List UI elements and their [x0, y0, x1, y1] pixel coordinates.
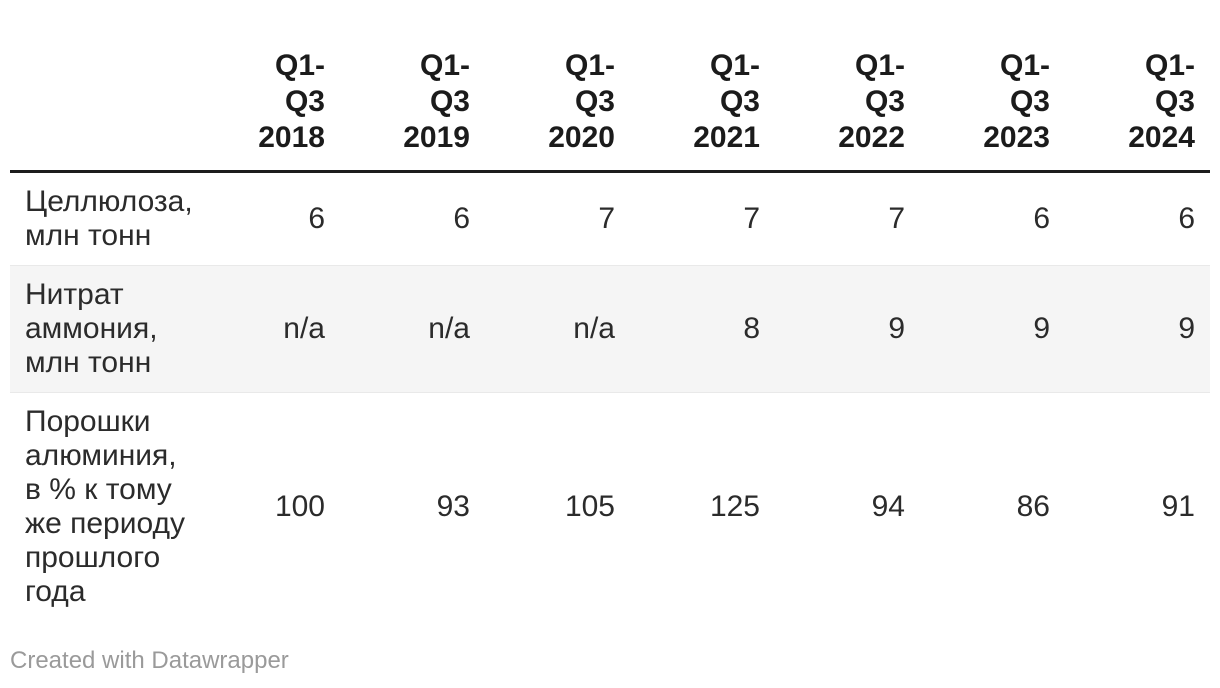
column-header-2022: Q1- Q3 2022 — [775, 48, 920, 173]
value-cell: 6 — [1033, 202, 1050, 235]
row-header-aluminium-powders: Порошки алюминия, в % к тому же периоду … — [25, 405, 185, 608]
table-row-cellulose: Целлюлоза, млн тонн 6 6 7 7 7 6 6 — [10, 172, 1210, 266]
value-cell: 9 — [888, 312, 905, 345]
data-table: Q1- Q3 2018 Q1- Q3 2019 Q1- Q3 2020 Q1- … — [10, 48, 1210, 621]
value-cell: 6 — [453, 202, 470, 235]
value-cell: 93 — [436, 490, 470, 523]
value-cell: 7 — [888, 202, 905, 235]
table-row-ammonium-nitrate: Нитрат аммония, млн тонн n/a n/a n/a 8 9… — [10, 265, 1210, 393]
column-header-2024: Q1- Q3 2024 — [1065, 48, 1210, 173]
column-header-2023: Q1- Q3 2023 — [920, 48, 1065, 173]
datawrapper-credit-link[interactable]: Created with Datawrapper — [10, 647, 289, 674]
attribution-footer: Created with Datawrapper — [10, 647, 1210, 675]
value-cell: n/a — [283, 312, 325, 345]
table-row-aluminium-powders: Порошки алюминия, в % к тому же периоду … — [10, 393, 1210, 622]
header-corner-cell — [10, 48, 195, 173]
value-cell: n/a — [573, 312, 615, 345]
column-header-2019: Q1- Q3 2019 — [340, 48, 485, 173]
value-cell: n/a — [428, 312, 470, 345]
value-cell: 9 — [1178, 312, 1195, 345]
value-cell: 9 — [1033, 312, 1050, 345]
value-cell: 94 — [871, 490, 905, 523]
value-cell: 125 — [709, 490, 760, 523]
value-cell: 86 — [1016, 490, 1050, 523]
header-row: Q1- Q3 2018 Q1- Q3 2019 Q1- Q3 2020 Q1- … — [10, 48, 1210, 173]
value-cell: 6 — [1178, 202, 1195, 235]
value-cell: 7 — [743, 202, 760, 235]
value-cell: 8 — [743, 312, 760, 345]
column-header-2021: Q1- Q3 2021 — [630, 48, 775, 173]
column-header-2020: Q1- Q3 2020 — [485, 48, 630, 173]
value-cell: 100 — [274, 490, 325, 523]
value-cell: 105 — [564, 490, 615, 523]
column-header-2018: Q1- Q3 2018 — [195, 48, 340, 173]
value-cell: 7 — [598, 202, 615, 235]
table-header: Q1- Q3 2018 Q1- Q3 2019 Q1- Q3 2020 Q1- … — [10, 48, 1210, 173]
row-header-ammonium-nitrate: Нитрат аммония, млн тонн — [25, 278, 158, 379]
value-cell: 6 — [308, 202, 325, 235]
table-body: Целлюлоза, млн тонн 6 6 7 7 7 6 6 Нитрат… — [10, 172, 1210, 622]
row-header-cellulose: Целлюлоза, млн тонн — [25, 185, 193, 252]
value-cell: 91 — [1161, 490, 1195, 523]
